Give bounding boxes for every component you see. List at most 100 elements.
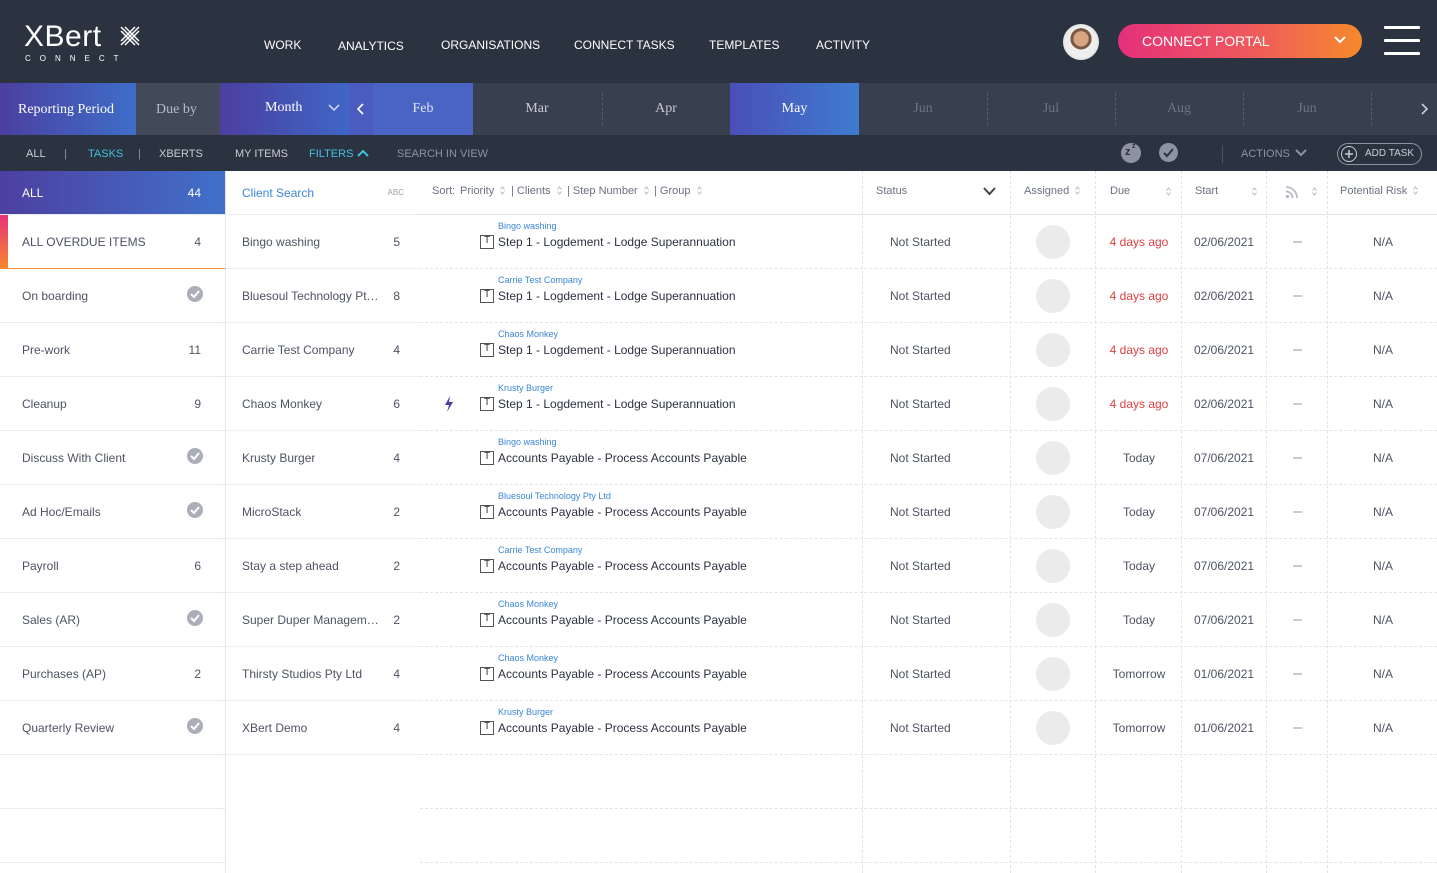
previous-period-button[interactable] — [349, 83, 373, 135]
category-cleanup[interactable]: Cleanup 9 — [0, 377, 225, 431]
nav-analytics[interactable]: ANALYTICS — [338, 39, 404, 53]
chevron-down-icon[interactable] — [1295, 149, 1307, 157]
table-row[interactable]: Bluesoul Technology Pty Ltd Accounts Pay… — [420, 485, 1437, 539]
row-task[interactable]: Accounts Payable - Process Accounts Paya… — [498, 505, 747, 519]
assignee-avatar[interactable] — [1036, 387, 1070, 421]
table-row[interactable]: Carrie Test Company Step 1 - Logdement -… — [420, 269, 1437, 323]
filter-my-items[interactable]: MY ITEMS — [235, 148, 288, 160]
assignee-avatar[interactable] — [1036, 333, 1070, 367]
nav-activity[interactable]: ACTIVITY — [816, 38, 871, 52]
reporting-period-tab[interactable]: Reporting Period — [0, 83, 136, 135]
start-column-header[interactable]: Start — [1195, 185, 1219, 197]
row-task[interactable]: Accounts Payable - Process Accounts Paya… — [498, 451, 747, 465]
client-item[interactable]: Chaos Monkey 6 — [226, 377, 420, 431]
nav-connect-tasks[interactable]: CONNECT TASKS — [574, 38, 675, 52]
category-purchases-ap[interactable]: Purchases (AP) 2 — [0, 647, 225, 701]
month-jun-next[interactable]: Jun — [1243, 83, 1371, 135]
client-item[interactable]: Bingo washing 5 — [226, 215, 420, 269]
row-task[interactable]: Accounts Payable - Process Accounts Paya… — [498, 559, 747, 573]
row-task[interactable]: Accounts Payable - Process Accounts Paya… — [498, 721, 747, 735]
sort-arrows-icon[interactable] — [1312, 187, 1317, 196]
filter-all[interactable]: ALL — [26, 148, 46, 160]
row-client[interactable]: Bingo washing — [498, 437, 557, 447]
client-search-header[interactable]: Client Search ABC — [226, 171, 420, 215]
category-overdue[interactable]: ALL OVERDUE ITEMS 4 — [0, 215, 225, 269]
table-row[interactable]: Krusty Burger Accounts Payable - Process… — [420, 701, 1437, 755]
category-discuss-with-client[interactable]: Discuss With Client — [0, 431, 225, 485]
table-row[interactable]: Bingo washing Step 1 - Logdement - Lodge… — [420, 215, 1437, 269]
row-task[interactable]: Accounts Payable - Process Accounts Paya… — [498, 613, 747, 627]
month-jul[interactable]: Jul — [987, 83, 1115, 135]
assignee-avatar[interactable] — [1036, 495, 1070, 529]
client-item[interactable]: XBert Demo 4 — [226, 701, 420, 755]
row-client[interactable]: Bluesoul Technology Pty Ltd — [498, 491, 611, 501]
assignee-avatar[interactable] — [1036, 441, 1070, 475]
row-client[interactable]: Chaos Monkey — [498, 329, 559, 339]
row-client[interactable]: Carrie Test Company — [498, 545, 583, 555]
table-row[interactable]: Bingo washing Accounts Payable - Process… — [420, 431, 1437, 485]
next-period-button[interactable] — [1411, 83, 1437, 135]
filter-tasks[interactable]: TASKS — [88, 148, 124, 160]
row-task[interactable]: Step 1 - Logdement - Lodge Superannuatio… — [498, 235, 736, 249]
client-item[interactable]: MicroStack 2 — [226, 485, 420, 539]
assignee-avatar[interactable] — [1036, 603, 1070, 637]
connect-portal-dropdown[interactable]: CONNECT PORTAL — [1118, 24, 1362, 58]
client-item[interactable]: Carrie Test Company 4 — [226, 323, 420, 377]
table-row[interactable]: Chaos Monkey Accounts Payable - Process … — [420, 593, 1437, 647]
month-jun[interactable]: Jun — [913, 101, 933, 116]
chevron-up-icon[interactable] — [357, 149, 369, 157]
category-quarterly-review[interactable]: Quarterly Review — [0, 701, 225, 755]
month-feb[interactable]: Feb — [373, 83, 473, 135]
row-client[interactable]: Chaos Monkey — [498, 599, 559, 609]
client-search-label[interactable]: Client Search — [242, 186, 315, 200]
chevron-down-icon[interactable] — [983, 187, 996, 196]
month-may[interactable]: May — [730, 83, 859, 135]
client-item[interactable]: Super Duper Management 2 — [226, 593, 420, 647]
row-status[interactable]: Not Started — [890, 667, 951, 681]
client-item[interactable]: Stay a step ahead 2 — [226, 539, 420, 593]
assignee-avatar[interactable] — [1036, 657, 1070, 691]
actions-dropdown[interactable]: ACTIONS — [1241, 148, 1290, 160]
row-status[interactable]: Not Started — [890, 235, 951, 249]
row-client[interactable]: Carrie Test Company — [498, 275, 583, 285]
client-item[interactable]: Thirsty Studios Pty Ltd 4 — [226, 647, 420, 701]
month-apr[interactable]: Apr — [602, 83, 730, 135]
rss-feed-icon[interactable] — [1285, 185, 1299, 199]
granularity-select[interactable]: Month — [220, 83, 349, 135]
assignee-avatar[interactable] — [1036, 711, 1070, 745]
row-client[interactable]: Krusty Burger — [498, 707, 554, 717]
xbert-logo[interactable]: XBert CONNECT — [24, 22, 140, 63]
table-row[interactable]: Chaos Monkey Step 1 - Logdement - Lodge … — [420, 323, 1437, 377]
category-onboarding[interactable]: On boarding — [0, 269, 225, 323]
category-adhoc-emails[interactable]: Ad Hoc/Emails — [0, 485, 225, 539]
table-row[interactable]: Krusty Burger Step 1 - Logdement - Lodge… — [420, 377, 1437, 431]
check-circle-icon[interactable] — [1159, 143, 1178, 162]
row-task[interactable]: Accounts Payable - Process Accounts Paya… — [498, 667, 747, 681]
month-mar[interactable]: Mar — [525, 101, 549, 116]
filters-toggle[interactable]: FILTERS — [309, 148, 354, 160]
status-column-header[interactable]: Status — [876, 185, 908, 197]
sort-clients[interactable]: | Clients — [511, 185, 562, 197]
add-task-button[interactable]: ADD TASK — [1337, 143, 1422, 165]
client-item[interactable]: Bluesoul Technology Pty Ltd 8 — [226, 269, 420, 323]
row-task[interactable]: Step 1 - Logdement - Lodge Superannuatio… — [498, 343, 736, 357]
row-status[interactable]: Not Started — [890, 505, 951, 519]
sort-priority[interactable]: Priority — [460, 185, 506, 197]
due-column-header[interactable]: Due — [1110, 185, 1131, 197]
hamburger-menu-icon[interactable] — [1384, 26, 1420, 56]
sort-step-number[interactable]: | Step Number — [567, 185, 649, 197]
row-status[interactable]: Not Started — [890, 451, 951, 465]
row-task[interactable]: Step 1 - Logdement - Lodge Superannuatio… — [498, 289, 736, 303]
alphabetical-sort-toggle[interactable]: ABC — [387, 188, 404, 197]
assigned-column-header[interactable]: Assigned — [1024, 185, 1081, 197]
row-status[interactable]: Not Started — [890, 289, 951, 303]
nav-templates[interactable]: TEMPLATES — [709, 38, 780, 52]
nav-work[interactable]: WORK — [264, 38, 302, 52]
search-in-view-input[interactable]: SEARCH IN VIEW — [397, 148, 489, 160]
nav-organisations[interactable]: ORGANISATIONS — [441, 38, 541, 52]
sort-arrows-icon[interactable] — [1166, 187, 1171, 196]
category-sales-ar[interactable]: Sales (AR) — [0, 593, 225, 647]
row-status[interactable]: Not Started — [890, 343, 951, 357]
row-status[interactable]: Not Started — [890, 721, 951, 735]
row-status[interactable]: Not Started — [890, 559, 951, 573]
